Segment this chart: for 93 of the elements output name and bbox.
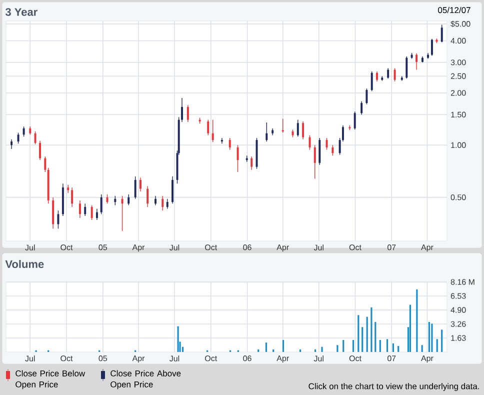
x-tick-label: 06 <box>243 244 252 250</box>
x-tick-label: Oct <box>349 244 362 250</box>
candlestick <box>212 119 214 143</box>
candlestick <box>370 71 373 92</box>
x-tick-label: Apr <box>132 356 145 363</box>
chart-title: 3 Year <box>5 8 38 16</box>
candlestick <box>10 138 13 150</box>
candlestick <box>228 138 231 150</box>
y-tick-label: 0.50 <box>450 194 466 200</box>
candlestick <box>22 126 25 137</box>
candlestick <box>78 200 81 218</box>
candlestick <box>236 144 239 172</box>
candlestick <box>39 140 42 160</box>
x-tick-label: Jul <box>170 244 180 250</box>
candlestick <box>302 121 304 140</box>
candlestick <box>17 132 20 144</box>
x-tick-label: 07 <box>387 244 396 250</box>
x-tick-label: Oct <box>205 244 218 250</box>
x-tick-label: Jul <box>314 356 324 362</box>
candlestick <box>387 68 390 79</box>
chart-title: Volume <box>5 260 44 268</box>
x-tick-label: Oct <box>205 356 218 362</box>
candlestick <box>394 68 396 82</box>
candlestick <box>360 100 363 115</box>
candlestick <box>172 176 174 204</box>
x-tick-label: 07 <box>387 356 396 362</box>
candlestick <box>162 195 164 211</box>
candlestick <box>406 56 408 79</box>
candlestick <box>84 203 86 216</box>
x-tick-label: Apr <box>421 244 434 252</box>
candlestick <box>139 177 142 192</box>
candlestick <box>326 138 328 150</box>
y-tick-label: 3.26 <box>450 321 466 327</box>
candlestick <box>430 38 433 56</box>
x-tick-label: 05 <box>98 356 108 362</box>
y-tick-label: 6.53 <box>450 293 466 299</box>
x-tick-label: Oct <box>60 244 73 250</box>
x-tick-label: Apr <box>132 244 145 252</box>
y-tick-label: 1.00 <box>451 142 466 148</box>
candlestick <box>250 156 253 170</box>
y-tick-label: 3.00 <box>450 60 466 66</box>
candlestick <box>90 204 93 220</box>
text: 05/12/07 <box>438 6 470 14</box>
candlestick <box>318 138 321 166</box>
candlestick <box>207 119 210 136</box>
y-tick-label: $5.00 <box>450 20 470 28</box>
y-tick-label: 2.00 <box>450 90 466 96</box>
y-tick-label: 8.16 M <box>450 279 474 285</box>
x-tick-label: Oct <box>349 356 362 362</box>
candlestick <box>146 186 149 208</box>
x-tick-label: Jul <box>25 244 35 250</box>
candlestick <box>440 24 443 43</box>
y-tick-label: 4.90 <box>450 307 466 313</box>
legend-label: Close Price Below Open Price <box>16 370 86 390</box>
y-tick-label: 1.63 <box>451 335 466 341</box>
candlestick <box>366 88 368 105</box>
candlestick <box>57 210 60 229</box>
text: Click on the chart to view the underlying data. <box>308 383 479 391</box>
candlestick <box>134 176 136 200</box>
candlestick <box>186 104 189 122</box>
candlestick <box>154 195 156 206</box>
x-tick-label: Apr <box>276 244 289 252</box>
legend-label: Close Price Above Open Price <box>110 370 181 390</box>
candlestick <box>296 119 299 137</box>
y-tick-label: 1.50 <box>451 112 466 118</box>
candlestick <box>416 53 418 70</box>
candlestick <box>34 131 36 145</box>
candlestick <box>332 144 334 156</box>
candlestick <box>44 156 46 172</box>
candlestick <box>314 144 316 180</box>
x-tick-label: 05 <box>98 244 108 250</box>
x-tick-label: Oct <box>60 356 73 362</box>
candlestick <box>100 194 102 214</box>
candlestick <box>96 208 98 220</box>
x-tick-label: Jul <box>25 356 35 362</box>
candlestick <box>266 122 268 142</box>
x-tick-label: Apr <box>276 356 289 363</box>
candlestick <box>121 195 124 232</box>
candlestick <box>52 196 54 229</box>
candlestick <box>376 71 378 82</box>
candlestick <box>166 198 168 210</box>
y-tick-label: 4.00 <box>450 38 466 44</box>
candlestick <box>128 194 130 206</box>
candlestick <box>71 187 74 208</box>
candlestick <box>354 111 356 130</box>
y-tick-label: 2.50 <box>450 73 466 79</box>
x-tick-label: 06 <box>243 356 252 362</box>
candlestick <box>114 195 116 206</box>
candlestick <box>282 118 284 134</box>
candlestick <box>220 138 223 144</box>
x-tick-label: Apr <box>421 356 434 363</box>
x-tick-label: Jul <box>314 244 324 250</box>
x-tick-label: Jul <box>170 356 180 362</box>
